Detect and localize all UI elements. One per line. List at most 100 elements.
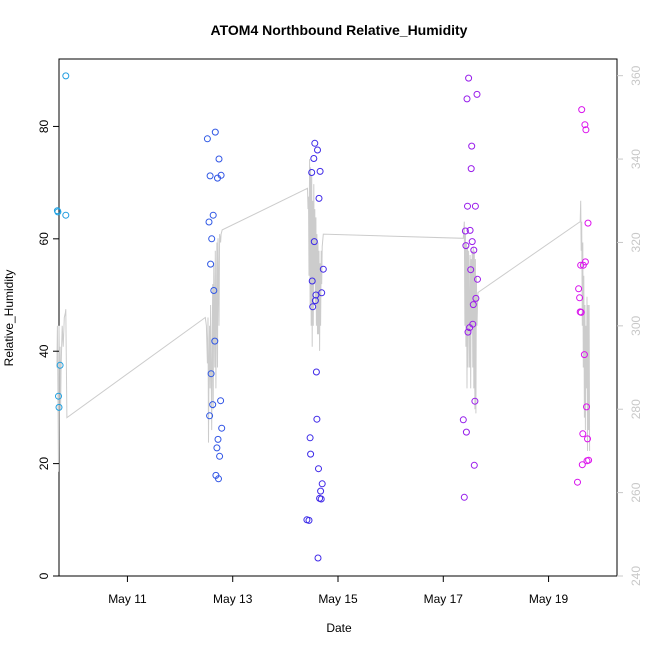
data-point [470,246,478,254]
data-point [462,242,470,250]
data-point [575,285,583,293]
data-point [464,202,471,210]
data-point [459,416,467,424]
data-point [207,370,215,378]
data-point [209,211,217,219]
data-point [473,90,481,98]
axis-layer: 0 20 40 60 80 240 260 280 300 320 340 360 May 11 May … [37,65,643,606]
y-tick-label: 40 [37,344,51,358]
data-point [317,495,325,503]
data-point [214,435,222,443]
data-point [585,456,593,464]
data-point [215,475,222,483]
y-tick-label: 0 [37,572,51,579]
data-point [315,465,322,473]
data-point [218,424,226,432]
data-point [582,126,590,134]
y2-tick-label: 280 [629,399,643,419]
y2-tick-label: 240 [629,566,643,586]
data-point [205,218,213,226]
data-point [317,487,325,495]
y2-tick-label: 340 [629,149,643,169]
data-point [213,444,221,452]
data-point [578,461,586,469]
x-axis-label: Date [326,621,352,635]
x-tick-label: May 19 [529,592,569,606]
data-point [584,219,592,227]
data-point [466,226,474,234]
data-point [471,202,479,210]
y-tick-label: 60 [37,232,51,246]
data-point [468,238,476,246]
x-tick-label: May 13 [213,592,253,606]
data-point [578,106,586,114]
data-point [316,167,324,175]
data-point [467,266,475,274]
data-point [203,135,211,143]
data-point [469,301,477,309]
data-point [54,208,62,216]
data-point [311,139,319,147]
data-point [217,397,225,405]
data-point [577,261,585,269]
data-point [462,428,470,436]
data-point [580,351,588,359]
x-tick-label: May 11 [108,592,147,606]
data-point [56,361,64,369]
data-point [471,397,479,405]
y-axis-label: Relative_Humidity [2,270,16,367]
data-point [318,289,326,297]
data-point [318,480,326,488]
x-tick-label: May 15 [318,592,358,606]
data-point [207,260,215,268]
line-layer [56,159,591,472]
data-point [581,258,589,266]
data-point [461,227,469,235]
data-point [215,155,223,163]
chart-title: ATOM4 Northbound Relative_Humidity [211,22,468,38]
data-point [305,516,313,524]
x-tick-label: May 17 [424,592,464,606]
data-point [581,121,589,129]
data-point [308,169,316,176]
data-point [312,368,320,376]
data-point [306,434,314,442]
y-tick-label: 80 [37,119,51,133]
data-point [55,403,63,411]
y2-tick-label: 360 [629,65,643,85]
data-point [465,74,473,82]
point-layer [53,72,593,562]
data-point [211,337,219,345]
data-point [468,142,476,150]
data-point [574,478,581,486]
data-point [313,415,321,423]
data-point [62,211,70,219]
data-point [206,412,214,420]
y-tick-label: 20 [37,457,51,471]
data-point [55,392,62,400]
data-point [584,435,591,443]
data-point [307,450,315,458]
data-point [209,401,217,409]
data-point [206,172,214,180]
data-point [579,430,587,438]
data-point [467,165,475,173]
data-point [319,265,327,273]
data-point [469,320,477,328]
data-point [217,171,225,179]
data-point [211,128,219,136]
data-point [310,238,318,246]
data-point [472,294,480,302]
data-point [583,403,590,411]
data-point [309,303,317,311]
data-point [460,493,468,501]
data-point [577,308,585,316]
data-point [62,72,70,80]
data-point [208,235,216,243]
data-point [463,95,471,103]
data-point [216,452,224,460]
data-point [470,461,478,469]
data-point [464,328,472,336]
